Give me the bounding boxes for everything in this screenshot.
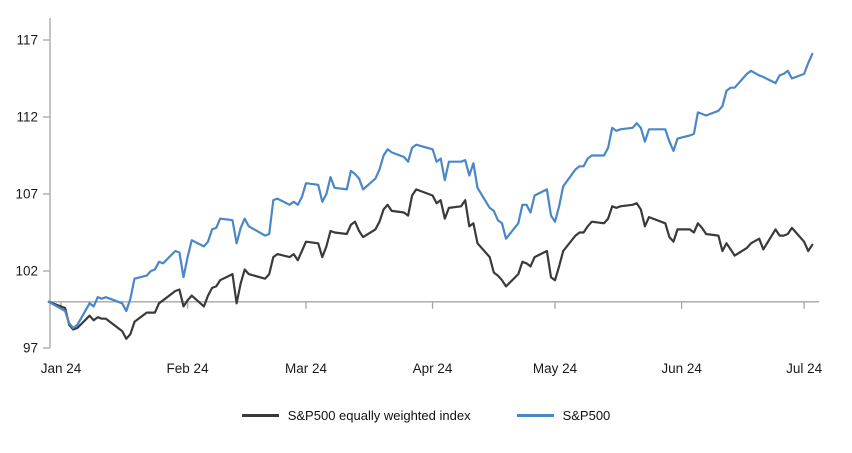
y-tick-label: 102 — [15, 264, 38, 279]
x-tick-label: Jun 24 — [661, 361, 702, 376]
legend-label-equal-weight: S&P500 equally weighted index — [287, 408, 471, 423]
legend-item-sp500: S&P500 — [516, 408, 611, 423]
legend-item-equal-weight: S&P500 equally weighted index — [241, 408, 471, 423]
x-tick-label: Apr 24 — [413, 361, 453, 376]
legend-line-sample-sp500 — [516, 414, 554, 417]
x-tick-label: Mar 24 — [285, 361, 328, 376]
plot-area: 97 102 107 112 117 Jan 24 Feb 24 Mar 24 Apr 24 Ma… — [15, 18, 823, 376]
axes — [43, 18, 819, 349]
legend-line-sample-equal-weight — [241, 414, 279, 417]
x-tick-label: Jul 24 — [786, 361, 823, 376]
y-tick-label: 112 — [16, 110, 38, 125]
x-tick-label: Feb 24 — [167, 361, 210, 376]
series-line-equal-weight — [47, 188, 814, 340]
legend-label-sp500: S&P500 — [562, 408, 611, 423]
x-tick-label: Jan 24 — [41, 361, 82, 376]
y-tick-label: 97 — [23, 341, 38, 356]
y-tick-label: 107 — [15, 187, 38, 202]
series-line-sp500 — [47, 52, 814, 330]
x-tick-label: May 24 — [533, 361, 578, 376]
y-tick-label: 117 — [16, 33, 38, 48]
chart-legend: S&P500 equally weighted index S&P500 — [0, 408, 852, 423]
